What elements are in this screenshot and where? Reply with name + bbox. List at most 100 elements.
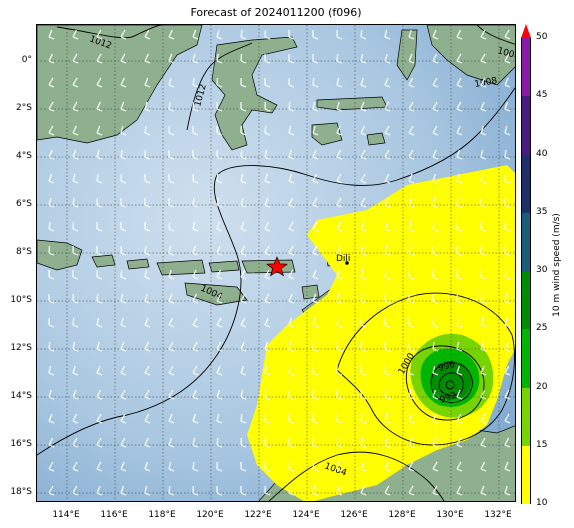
colorbar-segment <box>521 329 531 388</box>
wind-barb <box>168 437 175 448</box>
wind-barb <box>72 29 79 40</box>
wind-barb <box>144 485 151 496</box>
wind-barb <box>312 389 319 400</box>
wind-barb <box>504 389 511 400</box>
wind-barb <box>336 221 343 232</box>
wind-barb <box>264 341 271 352</box>
wind-barb <box>360 413 367 424</box>
wind-barb <box>288 293 295 304</box>
wind-barb <box>336 77 343 88</box>
wind-barb <box>120 125 127 136</box>
colorbar-tick-label: 15 <box>536 439 548 450</box>
wind-barb <box>264 269 271 280</box>
wind-barb <box>384 341 391 352</box>
wind-barb <box>408 389 415 400</box>
wind-barb <box>96 29 103 40</box>
wind-barb <box>480 173 487 184</box>
wind-barb <box>336 197 343 208</box>
wind-barb <box>360 437 367 448</box>
wind-barb <box>504 437 511 448</box>
wind-barb <box>192 461 199 472</box>
colorbar-tick-label: 35 <box>536 206 548 217</box>
wind-barb <box>144 173 151 184</box>
wind-barb <box>408 221 415 232</box>
wind-barb <box>504 77 511 88</box>
wind-barb <box>144 221 151 232</box>
wind-barb <box>48 245 55 256</box>
wind-barb <box>72 149 79 160</box>
wind-barb <box>312 101 319 112</box>
lat-label: 16°S <box>10 439 32 449</box>
colorbar-extend-arrow <box>521 24 531 38</box>
wind-barb <box>264 293 271 304</box>
wind-barb <box>432 485 439 496</box>
wind-barb <box>408 149 415 160</box>
wind-barb <box>48 341 55 352</box>
wind-barb <box>288 365 295 376</box>
wind-barb <box>216 341 223 352</box>
wind-barb <box>360 293 367 304</box>
wind-barb <box>336 269 343 280</box>
wind-barb <box>312 437 319 448</box>
wind-barb <box>432 317 439 328</box>
wind-barb <box>120 365 127 376</box>
wind-barb <box>408 437 415 448</box>
wind-barb <box>336 317 343 328</box>
wind-barb <box>456 149 463 160</box>
wind-barb <box>240 437 247 448</box>
wind-barb <box>504 269 511 280</box>
wind-barb <box>504 101 511 112</box>
wind-barb <box>336 485 343 496</box>
wind-barb <box>360 341 367 352</box>
wind-barb <box>264 437 271 448</box>
wind-barb <box>168 125 175 136</box>
wind-barb <box>96 173 103 184</box>
wind-barb <box>312 461 319 472</box>
wind-barb <box>120 269 127 280</box>
wind-barb <box>96 365 103 376</box>
wind-barb <box>120 101 127 112</box>
wind-barb <box>216 53 223 64</box>
wind-barb <box>216 221 223 232</box>
wind-barb <box>408 197 415 208</box>
wind-barb <box>120 437 127 448</box>
wind-barb <box>288 149 295 160</box>
wind-barb <box>480 149 487 160</box>
wind-barb <box>240 485 247 496</box>
wind-barb <box>192 245 199 256</box>
wind-barb <box>72 461 79 472</box>
wind-barb <box>72 437 79 448</box>
wind-barb <box>336 341 343 352</box>
wind-barb <box>192 125 199 136</box>
wind-barb <box>144 437 151 448</box>
wind-barb <box>384 29 391 40</box>
wind-barb <box>144 149 151 160</box>
lon-label: 122°E <box>244 510 272 520</box>
wind-barb <box>192 197 199 208</box>
wind-barb <box>504 245 511 256</box>
wind-barb <box>144 77 151 88</box>
wind-barb <box>144 461 151 472</box>
wind-barb <box>360 317 367 328</box>
wind-barb <box>72 413 79 424</box>
wind-barb <box>384 365 391 376</box>
wind-barb <box>288 221 295 232</box>
wind-barb <box>96 485 103 496</box>
wind-barb <box>168 77 175 88</box>
wind-barb <box>360 101 367 112</box>
wind-barb <box>456 101 463 112</box>
wind-barb <box>264 413 271 424</box>
wind-barb <box>216 317 223 328</box>
wind-barb <box>168 365 175 376</box>
wind-barb <box>120 29 127 40</box>
wind-barb <box>360 269 367 280</box>
wind-barb <box>288 173 295 184</box>
wind-barb <box>312 77 319 88</box>
wind-barb <box>336 365 343 376</box>
wind-barb <box>360 125 367 136</box>
wind-barb <box>120 461 127 472</box>
wind-barb <box>168 317 175 328</box>
wind-barb <box>432 461 439 472</box>
wind-barb <box>120 149 127 160</box>
wind-barb <box>288 125 295 136</box>
